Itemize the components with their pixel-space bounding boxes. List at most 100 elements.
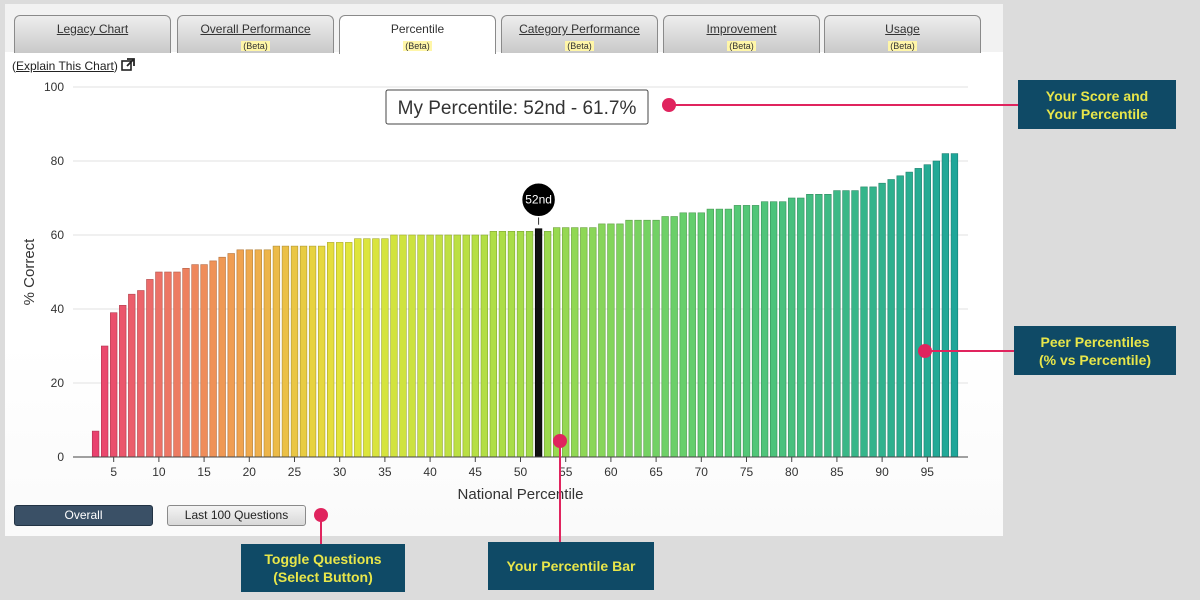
percentile-bar	[670, 216, 678, 458]
percentile-bar	[128, 293, 136, 458]
percentile-bar	[688, 212, 696, 458]
explain-close-paren: )	[113, 59, 118, 73]
callout-line: Your Percentile	[1046, 105, 1148, 122]
x-tick-label: 75	[740, 465, 754, 479]
last-100-questions-button[interactable]: Last 100 Questions	[167, 505, 306, 526]
tab-percentile[interactable]: Percentile (Beta)	[339, 15, 496, 54]
percentile-bar	[444, 234, 452, 458]
percentile-bar	[643, 219, 651, 458]
beta-badge: (Beta)	[403, 41, 432, 51]
percentile-bar	[842, 190, 850, 458]
percentile-bar	[905, 171, 913, 458]
x-tick-label: 15	[197, 465, 211, 479]
percentile-bar	[941, 153, 950, 458]
percentile-bar	[715, 208, 724, 458]
overall-button[interactable]: Overall	[14, 505, 153, 526]
percentile-bar	[408, 234, 416, 458]
percentile-bar	[471, 234, 479, 458]
y-tick-label: 0	[57, 450, 64, 464]
percentile-bar	[498, 231, 507, 458]
percentile-bar	[797, 197, 805, 458]
percentile-bar	[263, 249, 272, 458]
my-percentile-box	[385, 89, 649, 125]
callout-peer-percentiles: Peer Percentiles (% vs Percentile)	[1014, 326, 1176, 375]
tab-label: Legacy Chart	[56, 22, 129, 36]
y-tick-label: 60	[51, 228, 65, 242]
percentile-bar	[896, 175, 904, 458]
percentile-bar	[706, 208, 714, 458]
percentile-bar	[625, 219, 633, 458]
percentile-bar	[652, 219, 660, 458]
tab-label: Usage	[885, 22, 920, 36]
y-tick-label: 20	[51, 376, 65, 390]
percentile-bar	[119, 304, 127, 458]
percentile-bar	[272, 245, 281, 458]
percentile-bar	[679, 212, 687, 458]
percentile-bar	[878, 182, 886, 458]
percentile-bar	[923, 164, 931, 458]
explain-chart-link[interactable]: Explain This Chart	[16, 59, 114, 73]
percentile-bar	[227, 253, 235, 458]
tab-label: Improvement	[706, 22, 777, 36]
percentile-bar	[390, 234, 398, 458]
percentile-bar	[236, 249, 244, 458]
percentile-bar	[110, 312, 118, 458]
callout-line: Your Score and	[1045, 87, 1149, 104]
percentile-bar	[751, 205, 760, 458]
percentile-bar	[381, 238, 389, 458]
percentile-bar	[327, 242, 335, 458]
percentile-bar	[815, 194, 823, 458]
percentile-bar	[760, 201, 769, 458]
my-percentile-title: My Percentile: 52nd - 61.7%	[398, 98, 637, 119]
percentile-bar	[399, 234, 407, 458]
y-tick-label: 80	[51, 154, 65, 168]
x-tick-label: 40	[423, 465, 437, 479]
percentile-bar	[363, 238, 371, 458]
my-percentile-bar	[534, 228, 543, 458]
percentile-bar	[317, 245, 326, 458]
percentile-bar	[806, 194, 814, 458]
percentile-bar	[417, 234, 425, 458]
percentile-bar	[137, 290, 145, 458]
percentile-bar	[742, 205, 751, 458]
percentile-bar	[562, 227, 570, 458]
tab-usage[interactable]: Usage (Beta)	[824, 15, 981, 53]
beta-badge: (Beta)	[888, 41, 917, 51]
x-tick-label: 65	[649, 465, 663, 479]
percentile-bar	[860, 186, 868, 458]
beta-badge: (Beta)	[241, 41, 270, 51]
percentile-bar	[354, 238, 362, 458]
percentile-bar	[589, 227, 597, 458]
percentile-bar	[281, 245, 290, 458]
x-tick-label: 55	[559, 465, 573, 479]
tab-category-performance[interactable]: Category Performance (Beta)	[501, 15, 658, 53]
percentile-bar	[100, 345, 109, 458]
percentile-marker-circle	[520, 181, 557, 218]
tab-improvement[interactable]: Improvement (Beta)	[663, 15, 820, 53]
percentile-bar	[308, 245, 317, 458]
percentile-bar	[516, 231, 525, 458]
callout-line: Your Percentile Bar	[506, 558, 636, 574]
explain-open-paren: (	[12, 59, 16, 73]
percentile-bar	[299, 245, 308, 458]
percentile-bar	[733, 205, 742, 458]
percentile-bar	[218, 256, 226, 458]
x-tick-label: 35	[378, 465, 392, 479]
percentile-bar	[209, 260, 217, 458]
tab-legacy-chart[interactable]: Legacy Chart	[14, 15, 171, 53]
tab-overall-performance[interactable]: Overall Performance (Beta)	[177, 15, 334, 53]
x-tick-label: 20	[243, 465, 257, 479]
percentile-bar	[480, 234, 488, 458]
x-tick-label: 70	[695, 465, 709, 479]
percentile-bar	[833, 190, 841, 458]
x-tick-label: 45	[469, 465, 483, 479]
external-link-icon[interactable]	[121, 58, 135, 71]
percentile-bar	[453, 234, 461, 458]
percentile-bar	[887, 179, 895, 458]
percentile-bar	[91, 430, 100, 458]
x-tick-label: 5	[110, 465, 117, 479]
x-tick-label: 95	[921, 465, 935, 479]
percentile-bar	[146, 279, 154, 458]
x-axis-label: National Percentile	[458, 486, 584, 503]
